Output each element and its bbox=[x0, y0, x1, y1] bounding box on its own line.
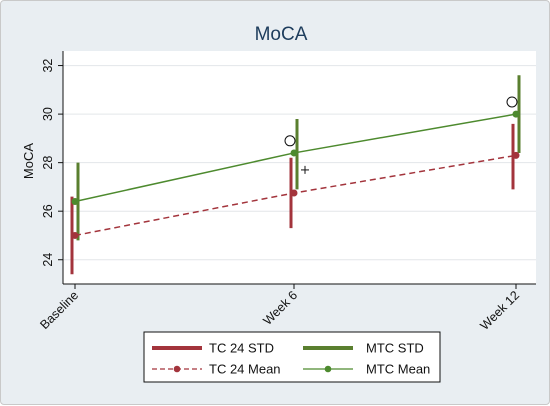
legend-label: MTC Mean bbox=[366, 362, 430, 377]
y-tick-label: 30 bbox=[41, 107, 55, 121]
mean-point bbox=[71, 231, 79, 239]
extra-markers bbox=[284, 96, 518, 174]
legend-swatch-marker bbox=[324, 365, 332, 373]
x-tick-label: Week 12 bbox=[477, 288, 522, 333]
y-tick-label: 28 bbox=[41, 156, 55, 170]
mean-point bbox=[290, 149, 298, 157]
legend-label: TC 24 Mean bbox=[209, 362, 281, 377]
legend-box bbox=[143, 331, 441, 383]
mean-point bbox=[71, 197, 79, 205]
mean-point bbox=[512, 110, 520, 118]
y-axis-label: MoCA bbox=[21, 143, 36, 179]
legend-swatch-marker bbox=[173, 365, 181, 373]
y-tick-label: 26 bbox=[41, 204, 55, 218]
chart-title: MoCA bbox=[255, 24, 308, 45]
circle-marker bbox=[506, 96, 518, 108]
legend-label: TC 24 STD bbox=[209, 341, 274, 356]
mean-point bbox=[512, 151, 520, 159]
mean-points bbox=[71, 110, 520, 239]
circle-marker bbox=[284, 135, 296, 147]
legend-label: MTC STD bbox=[366, 341, 424, 356]
gridlines bbox=[63, 65, 536, 261]
plot-area bbox=[63, 51, 536, 284]
mean-point bbox=[290, 189, 298, 197]
y-tick-label: 32 bbox=[41, 59, 55, 73]
y-tick-label: 24 bbox=[41, 253, 55, 267]
legend: TC 24 STD MTC STD TC 24 Mean MTC Mean bbox=[143, 331, 441, 383]
x-tick-label: Week 6 bbox=[260, 288, 300, 328]
x-tick-label: Baseline bbox=[37, 288, 81, 332]
